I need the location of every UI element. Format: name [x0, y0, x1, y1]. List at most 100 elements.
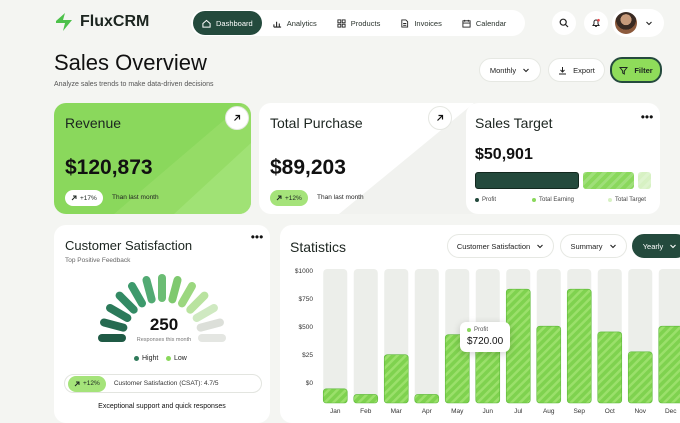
- notifications-button[interactable]: [584, 11, 608, 35]
- gauge-segment: [106, 304, 132, 322]
- legend-label: Total Target: [615, 197, 646, 203]
- bar-track: [414, 269, 439, 403]
- bar[interactable]: [658, 325, 680, 404]
- legend-label: Profit: [482, 197, 497, 203]
- period-filter-select[interactable]: Yearly: [632, 234, 680, 258]
- bar-chart-icon: [273, 21, 281, 28]
- legend-total-target: Total Target: [608, 197, 646, 203]
- total-purchase-card: Total Purchase $89,203 +12% Than last mo…: [259, 103, 496, 214]
- app-name: FluxCRM: [80, 13, 150, 30]
- bar[interactable]: [597, 331, 623, 404]
- search-icon: [559, 18, 569, 28]
- avatar: [615, 12, 637, 34]
- download-icon: [559, 66, 567, 74]
- legend-dot: [475, 198, 479, 202]
- purchase-note: Than last month: [317, 194, 364, 201]
- gauge-segment: [178, 282, 196, 308]
- x-tick-label: Apr: [422, 408, 433, 415]
- filter-label: Filter: [634, 65, 653, 75]
- nav-analytics[interactable]: Analytics: [264, 11, 326, 35]
- gauge-segment: [168, 276, 182, 304]
- csat-row: +12% Customer Satisfaction (CSAT): 4.7/5: [64, 374, 262, 393]
- filter-button[interactable]: Filter: [610, 57, 662, 83]
- x-tick-label: Aug: [543, 408, 555, 415]
- flux-logo-icon: [54, 12, 74, 32]
- x-tick-label: Jan: [330, 408, 341, 415]
- statistics-card: Statistics Customer Satisfaction Summary…: [280, 225, 680, 423]
- period-label: Monthly: [489, 65, 517, 75]
- y-tick-label: $0: [306, 380, 314, 387]
- revenue-note: Than last month: [112, 194, 159, 201]
- y-tick-label: $750: [299, 296, 314, 303]
- legend-dot: [166, 356, 171, 361]
- satisfaction-gauge: [98, 274, 226, 342]
- main-nav: Dashboard Analytics Products Invoices Ca…: [191, 10, 525, 36]
- card-decoration: [114, 103, 251, 214]
- bar[interactable]: [627, 351, 653, 404]
- logo[interactable]: FluxCRM: [54, 12, 149, 32]
- x-tick-label: Dec: [665, 408, 677, 415]
- period-filter-label: Yearly: [642, 241, 664, 251]
- nav-invoices[interactable]: Invoices: [391, 11, 451, 35]
- bar[interactable]: [566, 288, 592, 404]
- profile-menu[interactable]: [612, 9, 664, 37]
- bar[interactable]: [414, 394, 440, 404]
- gauge-segment: [128, 282, 146, 308]
- satisfaction-caption: Responses this month: [136, 337, 192, 343]
- nav-products[interactable]: Products: [328, 11, 390, 35]
- bar[interactable]: [353, 394, 379, 404]
- bar[interactable]: [383, 354, 409, 404]
- more-icon: •••: [640, 110, 654, 124]
- revenue-value: $120,873: [65, 156, 153, 179]
- legend-dot: [467, 328, 471, 332]
- metric-select[interactable]: Customer Satisfaction: [447, 234, 554, 258]
- legend-low: Low: [166, 355, 187, 362]
- satisfaction-title: Customer Satisfaction: [65, 238, 193, 253]
- nav-label: Analytics: [286, 18, 317, 28]
- satisfaction-more-button[interactable]: •••: [246, 226, 268, 248]
- view-select[interactable]: Summary: [560, 234, 627, 258]
- purchase-open-button[interactable]: [428, 106, 452, 130]
- bar[interactable]: [322, 388, 348, 404]
- arrow-up-right-icon: [71, 195, 77, 201]
- app-shell: FluxCRM Dashboard Analytics Products Inv…: [38, 0, 680, 423]
- customer-satisfaction-card: Customer Satisfaction Top Positive Feedb…: [54, 225, 270, 423]
- purchase-title: Total Purchase: [270, 115, 363, 131]
- legend-label: Low: [174, 355, 187, 362]
- legend-dot: [532, 198, 536, 202]
- target-more-button[interactable]: •••: [636, 106, 658, 128]
- total-target-bar: [638, 172, 651, 189]
- export-label: Export: [573, 65, 595, 75]
- chart-tooltip: Profit $720.00: [460, 322, 510, 352]
- x-tick-label: Feb: [360, 408, 372, 415]
- nav-label: Dashboard: [216, 18, 253, 28]
- legend-dot: [134, 356, 139, 361]
- statistics-title: Statistics: [290, 239, 347, 255]
- x-tick-label: May: [451, 408, 464, 415]
- chevron-down-icon: [537, 244, 544, 249]
- csat-change-badge: +12%: [68, 375, 106, 392]
- x-tick-label: Sep: [573, 408, 585, 415]
- bell-icon: [592, 18, 600, 27]
- grid-icon: [337, 18, 346, 28]
- revenue-open-button[interactable]: [225, 106, 249, 130]
- nav-dashboard[interactable]: Dashboard: [193, 11, 262, 35]
- gauge-segment: [196, 318, 224, 332]
- gauge-segment: [192, 304, 218, 322]
- view-label: Summary: [570, 241, 603, 251]
- satisfaction-footer: Exceptional support and quick responses: [98, 403, 226, 410]
- nav-calendar[interactable]: Calendar: [453, 11, 515, 35]
- arrow-up-right-icon: [234, 114, 241, 121]
- total-earning-bar: [583, 172, 634, 189]
- chevron-down-icon: [646, 21, 652, 26]
- metric-label: Customer Satisfaction: [456, 241, 531, 251]
- bar[interactable]: [536, 325, 562, 404]
- bar[interactable]: [444, 334, 470, 404]
- search-button[interactable]: [552, 11, 576, 35]
- nav-label: Calendar: [475, 18, 507, 28]
- period-select[interactable]: Monthly: [479, 58, 541, 82]
- export-button[interactable]: Export: [548, 58, 605, 82]
- revenue-change-badge: +17%: [65, 190, 103, 206]
- target-title: Sales Target: [475, 115, 553, 131]
- sales-target-card: Sales Target $50,901 Profit Total Earnin…: [466, 103, 660, 214]
